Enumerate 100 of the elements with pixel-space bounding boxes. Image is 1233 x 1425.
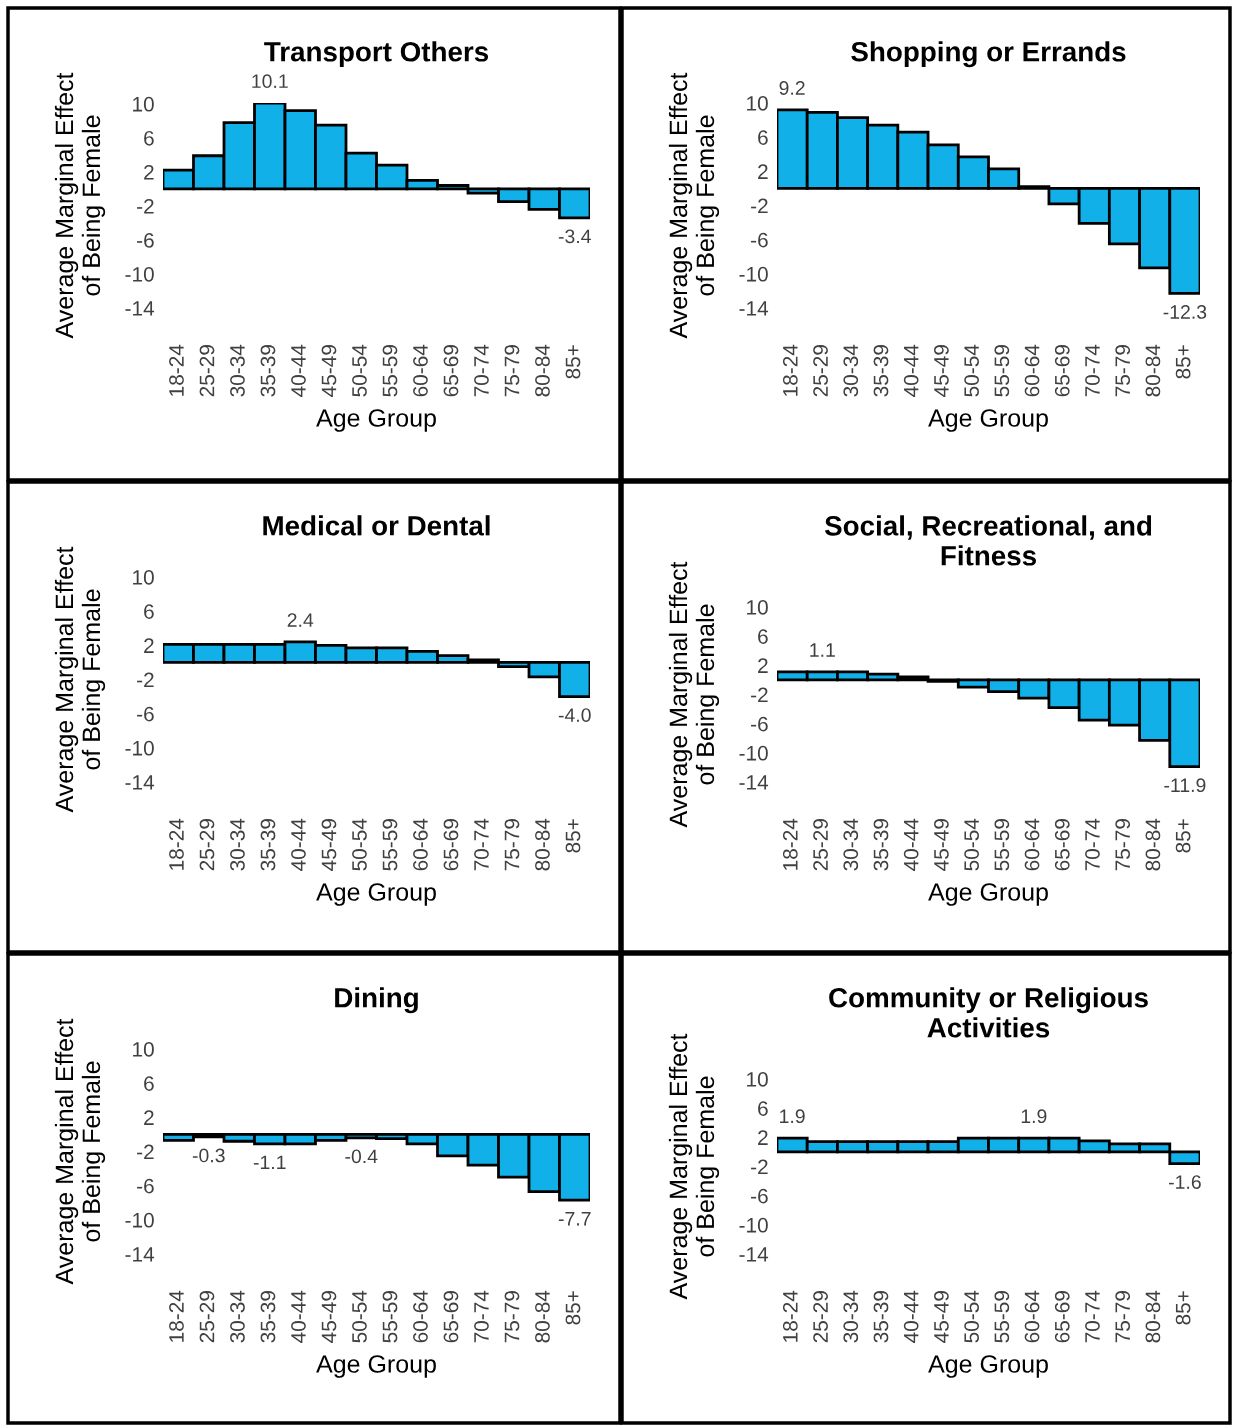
chart-title: Dining (335, 987, 418, 1014)
x-axis-title: Age Group (316, 883, 436, 906)
y-tick-label: 2 (144, 164, 154, 180)
chart-title: Transport Others (264, 41, 489, 68)
x-tick-label: 45-49 (934, 345, 949, 397)
y-tick-label: -14 (739, 775, 769, 790)
y-tick-label: -10 (125, 740, 154, 756)
x-tick-label: 75-79 (504, 819, 520, 871)
x-axis-title: Age Group (928, 883, 1048, 906)
x-tick-label: 30-34 (230, 818, 245, 871)
data-label: -11.9 (1164, 778, 1206, 793)
x-tick-label: 65-69 (1054, 819, 1070, 871)
data-label: -7.7 (558, 1212, 591, 1226)
x-tick-label: 55-59 (994, 819, 1010, 871)
y-tick-label: -2 (137, 672, 154, 688)
x-tick-label: 35-39 (260, 819, 276, 871)
x-tick-label: 85+ (1175, 1291, 1191, 1325)
data-label: -0.3 (192, 1148, 225, 1163)
x-tick-label: 50-54 (964, 1290, 979, 1343)
data-label: -1.6 (1169, 1175, 1201, 1189)
x-tick-label: 85+ (565, 819, 581, 853)
x-tick-label: 60-64 (413, 1290, 428, 1343)
y-axis-title: Average Marginal Effect of Being Female (54, 72, 106, 339)
y-tick-label: -14 (739, 301, 769, 316)
chart-title: Social, Recreational, and Fitness (824, 515, 1152, 566)
x-tick-label: 45-49 (321, 345, 337, 397)
x-tick-label: 60-64 (413, 818, 428, 871)
x-tick-label: 35-39 (873, 819, 889, 871)
data-label: -4.0 (558, 708, 591, 722)
x-tick-label: 50-54 (352, 344, 367, 397)
x-tick-label: 25-29 (199, 345, 215, 397)
x-tick-label: 35-39 (260, 345, 276, 397)
y-tick-label: -14 (739, 1247, 769, 1262)
y-tick-label: -6 (751, 716, 768, 732)
x-tick-label: 25-29 (813, 1291, 828, 1343)
data-label: 1.9 (1021, 1109, 1047, 1124)
y-tick-label: 6 (758, 130, 768, 145)
y-tick-label: -14 (125, 1247, 155, 1262)
x-tick-label: 75-79 (1115, 345, 1131, 397)
x-tick-label: 25-29 (199, 1291, 215, 1343)
y-tick-label: 10 (747, 600, 768, 615)
chart-title: Medical or Dental (263, 515, 490, 536)
x-tick-label: 70-74 (1085, 1290, 1100, 1343)
y-axis-title: Average Marginal Effect of Being Female (668, 561, 720, 828)
x-tick-label: 45-49 (321, 1291, 337, 1343)
data-label: 1.1 (810, 643, 835, 657)
x-tick-label: 80-84 (535, 1290, 550, 1343)
y-tick-label: -2 (751, 687, 768, 703)
y-tick-label: -14 (125, 301, 155, 316)
data-label: -3.4 (558, 229, 591, 244)
x-tick-label: 18-24 (782, 344, 798, 396)
y-tick-label: -2 (137, 198, 154, 214)
x-tick-label: 50-54 (964, 344, 979, 397)
chart-title: Shopping or Errands (851, 41, 1126, 68)
y-tick-label: 10 (133, 570, 154, 585)
x-tick-label: 25-29 (199, 819, 215, 871)
x-tick-label: 70-74 (474, 818, 489, 871)
y-axis-title: Average Marginal Effect of Being Female (54, 546, 106, 813)
x-tick-label: 30-34 (843, 818, 859, 871)
y-tick-label: 10 (133, 1042, 154, 1057)
x-tick-label: 65-69 (443, 345, 459, 397)
y-tick-label: -2 (751, 1159, 768, 1175)
chart-title: Community or Religious Activities (829, 987, 1148, 1038)
x-tick-label: 35-39 (873, 1291, 889, 1343)
x-tick-label: 75-79 (504, 1291, 520, 1343)
x-tick-label: 65-69 (443, 1291, 459, 1343)
x-tick-label: 65-69 (1054, 345, 1070, 397)
x-tick-label: 80-84 (535, 818, 550, 871)
x-tick-label: 18-24 (169, 818, 184, 870)
y-tick-label: 6 (758, 1101, 768, 1116)
x-tick-label: 55-59 (994, 345, 1010, 397)
x-tick-label: 70-74 (474, 344, 489, 397)
y-tick-label: 6 (144, 604, 154, 619)
x-tick-label: 50-54 (352, 1290, 367, 1343)
x-tick-label: 18-24 (782, 818, 798, 870)
y-tick-label: 2 (758, 164, 768, 179)
data-label: 10.1 (252, 74, 288, 89)
x-tick-label: 85+ (1175, 345, 1191, 379)
x-tick-label: 18-24 (169, 344, 184, 396)
data-label: 9.2 (779, 81, 805, 95)
x-tick-label: 65-69 (1054, 1291, 1070, 1343)
x-tick-label: 50-54 (964, 818, 979, 871)
x-tick-label: 60-64 (1024, 818, 1040, 871)
y-tick-label: -10 (125, 1212, 154, 1228)
x-tick-label: 45-49 (321, 819, 337, 871)
x-tick-label: 45-49 (934, 1291, 949, 1343)
x-tick-label: 55-59 (382, 819, 398, 871)
x-tick-label: 75-79 (504, 345, 520, 397)
x-tick-label: 80-84 (1145, 818, 1161, 871)
x-tick-label: 60-64 (413, 344, 428, 397)
y-tick-label: -10 (739, 745, 768, 761)
x-tick-label: 35-39 (260, 1291, 276, 1343)
x-tick-label: 35-39 (873, 345, 889, 397)
x-tick-label: 30-34 (230, 1290, 245, 1343)
x-axis-title: Age Group (928, 1355, 1048, 1378)
y-tick-label: 10 (133, 96, 154, 112)
y-tick-label: -6 (137, 706, 154, 722)
x-tick-label: 80-84 (1145, 344, 1161, 397)
x-tick-label: 85+ (1175, 819, 1191, 853)
y-tick-label: 2 (144, 638, 154, 653)
